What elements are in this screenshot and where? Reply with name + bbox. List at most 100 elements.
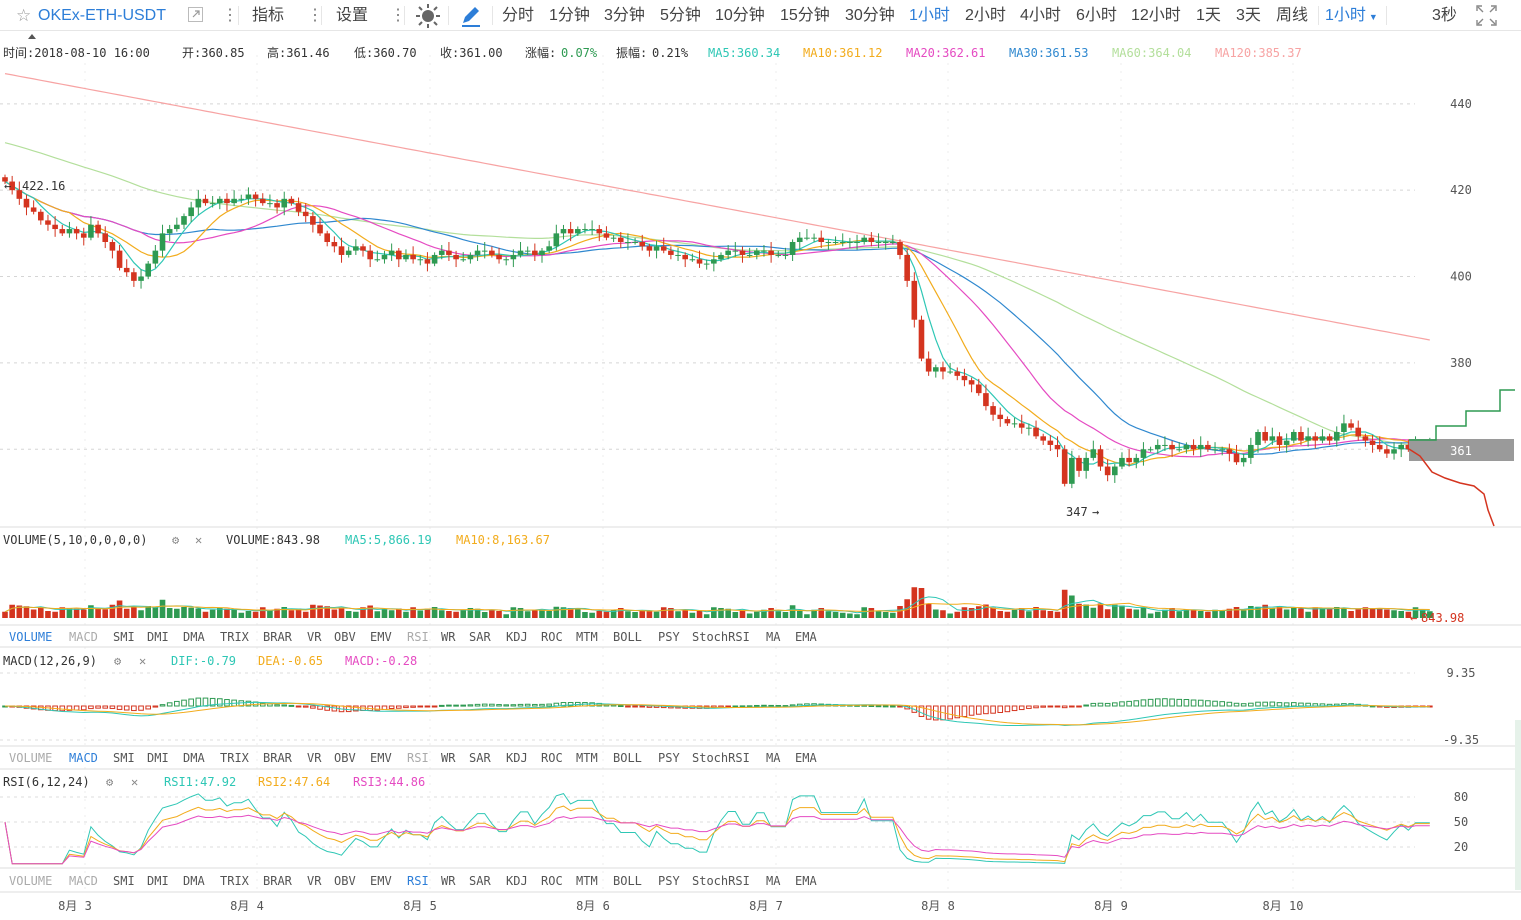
indicator-tab-kdj[interactable]: KDJ	[506, 874, 528, 888]
indicator-tab-rsi[interactable]: RSI	[407, 751, 429, 765]
indicator-tab-smi[interactable]: SMI	[113, 630, 135, 644]
symbol-label[interactable]: OKEx-ETH-USDT	[38, 7, 166, 24]
interval-0[interactable]: 分时	[502, 7, 535, 24]
indicator-tab-trix[interactable]: TRIX	[220, 630, 250, 644]
interval-10[interactable]: 6小时	[1076, 7, 1117, 24]
indicator-tab-obv[interactable]: OBV	[334, 630, 356, 644]
interval-7[interactable]: 1小时	[909, 7, 950, 24]
indicator-tab-dma[interactable]: DMA	[183, 630, 205, 644]
indicator-tab-brar[interactable]: BRAR	[263, 751, 293, 765]
indicator-tab-wr[interactable]: WR	[441, 630, 456, 644]
refresh-interval-label[interactable]: 3秒	[1432, 7, 1457, 24]
draw-pen-icon[interactable]	[459, 4, 483, 28]
theme-sun-icon[interactable]	[416, 4, 440, 28]
rsi-close-icon[interactable]: ✕	[131, 775, 138, 789]
indicator-tab-macd[interactable]: MACD	[69, 874, 98, 888]
interval-4[interactable]: 10分钟	[715, 7, 765, 24]
interval-13[interactable]: 3天	[1236, 7, 1261, 24]
indicator-tab-brar[interactable]: BRAR	[263, 630, 293, 644]
indicator-tab-dma[interactable]: DMA	[183, 874, 205, 888]
indicator-tab-ema[interactable]: EMA	[795, 630, 817, 644]
settings-more-icon[interactable]: ⋮	[390, 7, 406, 24]
indicator-tab-kdj[interactable]: KDJ	[506, 630, 528, 644]
indicator-tab-sar[interactable]: SAR	[469, 751, 491, 765]
indicator-tab-sar[interactable]: SAR	[469, 874, 491, 888]
indicator-tab-ema[interactable]: EMA	[795, 751, 817, 765]
collapse-caret-icon[interactable]	[28, 34, 36, 39]
indicator-tab-macd[interactable]: MACD	[69, 630, 98, 644]
indicator-tab-vr[interactable]: VR	[307, 874, 322, 888]
indicator-tab-ma[interactable]: MA	[766, 751, 781, 765]
indicator-tab-mtm[interactable]: MTM	[576, 874, 598, 888]
indicators-button[interactable]: 指标	[252, 7, 285, 24]
interval-8[interactable]: 2小时	[965, 7, 1006, 24]
indicator-tab-ma[interactable]: MA	[766, 630, 781, 644]
indicator-tab-roc[interactable]: ROC	[541, 751, 563, 765]
interval-9[interactable]: 4小时	[1020, 7, 1061, 24]
interval-2[interactable]: 3分钟	[604, 7, 645, 24]
indicators-more-icon[interactable]: ⋮	[307, 7, 323, 24]
volume-settings-icon[interactable]: ⚙	[172, 533, 180, 547]
indicator-tab-boll[interactable]: BOLL	[613, 874, 642, 888]
indicator-tab-mtm[interactable]: MTM	[576, 751, 598, 765]
indicator-tab-emv[interactable]: EMV	[370, 874, 392, 888]
indicator-tab-stochrsi[interactable]: StochRSI	[692, 874, 750, 888]
indicator-tab-trix[interactable]: TRIX	[220, 874, 250, 888]
indicator-tab-psy[interactable]: PSY	[658, 874, 680, 888]
indicator-tab-ema[interactable]: EMA	[795, 874, 817, 888]
indicator-tab-dma[interactable]: DMA	[183, 751, 205, 765]
indicator-tab-ma[interactable]: MA	[766, 874, 781, 888]
fullscreen-icon[interactable]	[1476, 5, 1497, 26]
indicator-tab-volume[interactable]: VOLUME	[9, 874, 52, 888]
indicator-tab-obv[interactable]: OBV	[334, 751, 356, 765]
indicator-tab-wr[interactable]: WR	[441, 874, 456, 888]
indicator-tab-wr[interactable]: WR	[441, 751, 456, 765]
indicator-tab-smi[interactable]: SMI	[113, 751, 135, 765]
indicator-tab-macd[interactable]: MACD	[69, 751, 98, 765]
indicator-tab-vr[interactable]: VR	[307, 630, 322, 644]
interval-14[interactable]: 周线	[1276, 7, 1309, 24]
indicator-tab-sar[interactable]: SAR	[469, 630, 491, 644]
indicator-tab-rsi[interactable]: RSI	[407, 630, 429, 644]
rsi-settings-icon[interactable]: ⚙	[106, 775, 114, 789]
indicator-tab-boll[interactable]: BOLL	[613, 630, 642, 644]
interval-6[interactable]: 30分钟	[845, 7, 895, 24]
indicator-tab-emv[interactable]: EMV	[370, 630, 392, 644]
indicator-tab-psy[interactable]: PSY	[658, 751, 680, 765]
popout-icon[interactable]	[188, 7, 203, 22]
indicator-tab-obv[interactable]: OBV	[334, 874, 356, 888]
star-icon[interactable]: ☆	[16, 6, 32, 25]
volume-close-icon[interactable]: ✕	[195, 533, 202, 547]
more-icon[interactable]: ⋮	[222, 7, 238, 24]
indicator-tab-stochrsi[interactable]: StochRSI	[692, 751, 750, 765]
indicator-tab-kdj[interactable]: KDJ	[506, 751, 528, 765]
indicator-tab-dmi[interactable]: DMI	[147, 630, 169, 644]
indicator-tab-volume[interactable]: VOLUME	[9, 630, 52, 644]
interval-11[interactable]: 12小时	[1131, 7, 1181, 24]
interval-1[interactable]: 1分钟	[549, 7, 590, 24]
indicator-tab-roc[interactable]: ROC	[541, 874, 563, 888]
indicator-tab-emv[interactable]: EMV	[370, 751, 392, 765]
settings-button[interactable]: 设置	[336, 7, 369, 24]
indicator-tab-vr[interactable]: VR	[307, 751, 322, 765]
indicator-tab-roc[interactable]: ROC	[541, 630, 563, 644]
interval-dropdown[interactable]: 1小时 ▼	[1325, 0, 1378, 31]
indicator-tab-dmi[interactable]: DMI	[147, 874, 169, 888]
indicator-tab-trix[interactable]: TRIX	[220, 751, 250, 765]
interval-3[interactable]: 5分钟	[660, 7, 701, 24]
indicator-tab-rsi[interactable]: RSI	[407, 874, 429, 888]
indicator-tab-brar[interactable]: BRAR	[263, 874, 293, 888]
indicator-tab-dmi[interactable]: DMI	[147, 751, 169, 765]
indicator-tab-psy[interactable]: PSY	[658, 630, 680, 644]
indicator-tab-volume[interactable]: VOLUME	[9, 751, 52, 765]
indicator-tab-mtm[interactable]: MTM	[576, 630, 598, 644]
indicator-tab-boll[interactable]: BOLL	[613, 751, 642, 765]
indicator-tab-stochrsi[interactable]: StochRSI	[692, 630, 750, 644]
indicator-tab-smi[interactable]: SMI	[113, 874, 135, 888]
macd-close-icon[interactable]: ✕	[139, 654, 146, 668]
interval-5[interactable]: 15分钟	[780, 7, 830, 24]
right-scroll-indicator[interactable]	[1515, 720, 1521, 890]
interval-12[interactable]: 1天	[1196, 7, 1221, 24]
macd-settings-icon[interactable]: ⚙	[114, 654, 122, 668]
